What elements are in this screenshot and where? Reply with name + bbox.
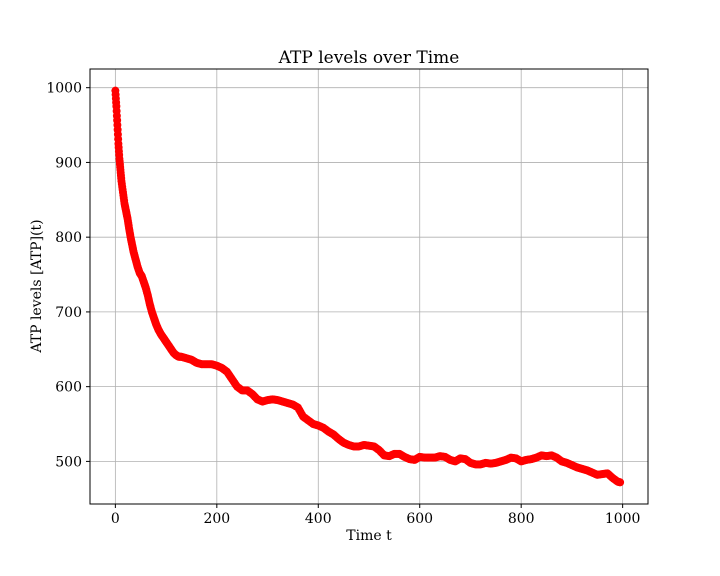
x-tick-label: 0: [111, 511, 120, 527]
y-tick-label: 1000: [46, 81, 82, 97]
y-tick-label: 900: [55, 155, 82, 171]
x-axis-label: Time t: [346, 528, 392, 544]
y-tick-label: 700: [55, 305, 82, 321]
y-tick-label: 800: [55, 230, 82, 246]
x-tick-label: 800: [508, 511, 535, 527]
y-tick-label: 600: [55, 380, 82, 396]
x-tick-label: 200: [203, 511, 230, 527]
plot-frame: [89, 68, 649, 505]
ticks: 0 200 400 600 800 1000 500 600 700 800 900 1000: [46, 81, 640, 527]
plot-area: [90, 69, 648, 504]
y-axis-label: ATP levels [ATP](t): [29, 219, 45, 353]
y-tick-label: 500: [55, 454, 82, 470]
chart-title: ATP levels over Time: [278, 48, 460, 68]
x-tick-label: 400: [305, 511, 332, 527]
data-points: [111, 86, 625, 487]
data-point: [616, 478, 625, 487]
grid: [90, 69, 648, 504]
x-tick-label: 600: [406, 511, 433, 527]
x-tick-label: 1000: [605, 511, 641, 527]
